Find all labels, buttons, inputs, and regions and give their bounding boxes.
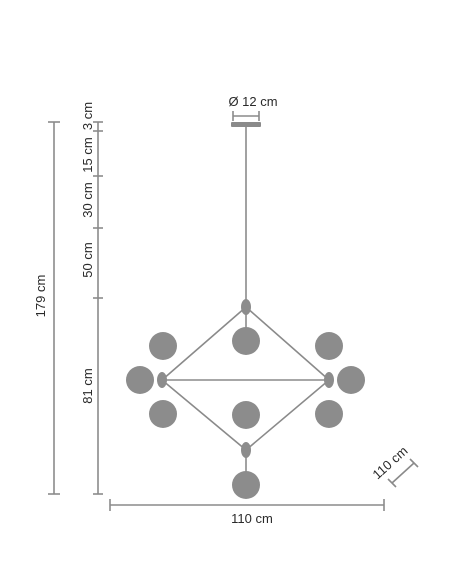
joint-left [157,372,167,388]
segment-label-30cm: 30 cm [80,182,95,217]
joint-bottom [241,442,251,458]
segment-label-50cm: 50 cm [80,242,95,277]
globe-left-upper [149,332,177,360]
ceiling-canopy [231,122,261,127]
frame-joints [157,299,334,458]
globe-right-upper [315,332,343,360]
globe-right-lower [315,400,343,428]
globe-center-lower [232,401,260,429]
globe-right-outer [337,366,365,394]
total-height-label: 179 cm [33,275,48,318]
segment-dimension-line [93,121,103,495]
lamp-globes [126,327,365,499]
depth-dimension [387,458,419,488]
width-dimension [109,499,385,511]
joint-right [324,372,334,388]
width-label: 110 cm [231,511,273,526]
total-height-dimension [48,121,60,495]
canopy-dimension-line [232,111,260,121]
globe-top-center [232,327,260,355]
globe-bottom [232,471,260,499]
depth-label: 110 cm [369,443,410,482]
globe-left-outer [126,366,154,394]
globe-left-lower [149,400,177,428]
segment-label-15cm: 15 cm [80,137,95,172]
segment-label-81cm: 81 cm [80,368,95,403]
segment-label-3cm: 3 cm [80,102,95,130]
canopy-diameter-label: Ø 12 cm [228,94,277,109]
joint-top [241,299,251,315]
